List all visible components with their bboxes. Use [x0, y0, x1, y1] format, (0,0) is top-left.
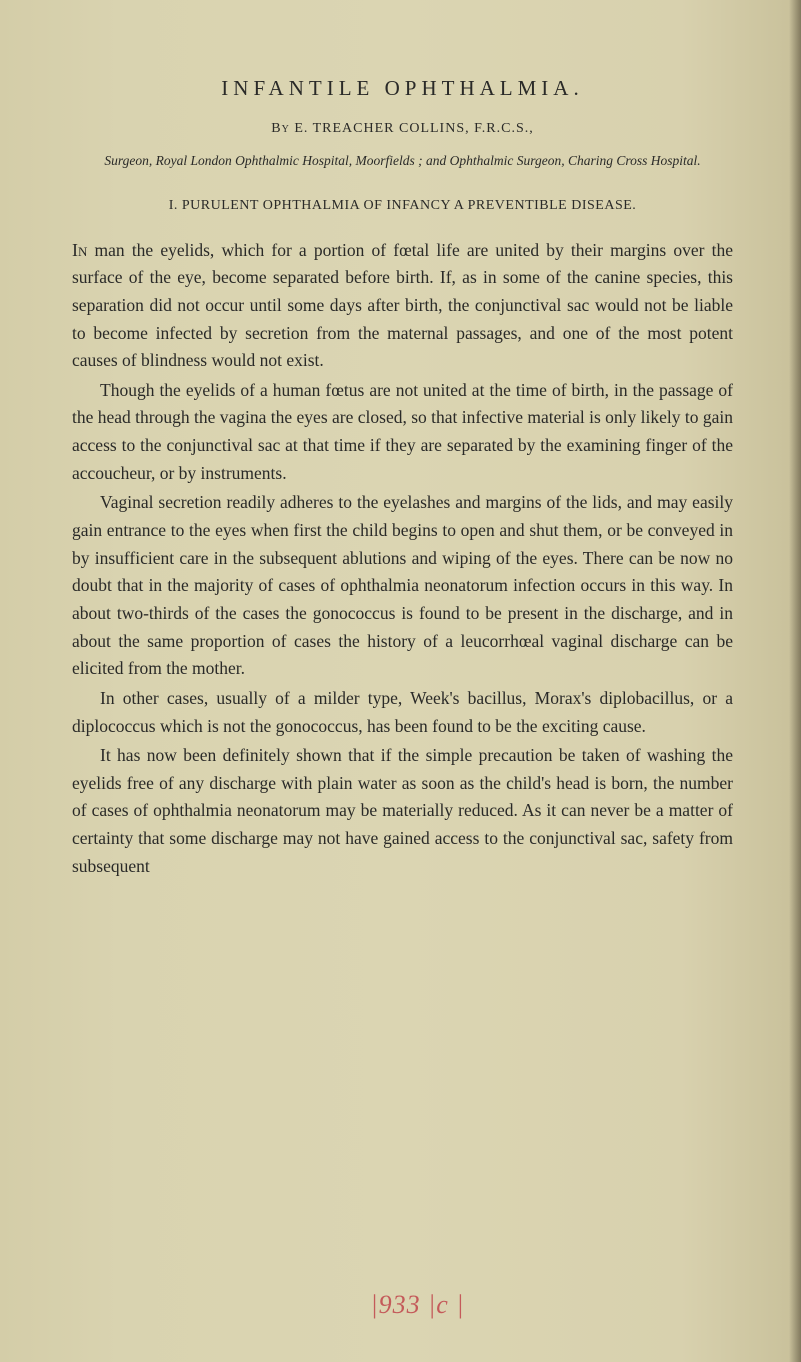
paragraph-text: In other cases, usually of a milder type… [72, 688, 733, 736]
handwritten-shelfmark: |933 |c | [371, 1290, 465, 1320]
author-credentials: Surgeon, Royal London Ophthalmic Hospita… [72, 151, 733, 171]
page-edge-shadow [789, 0, 801, 1362]
section-title: PURULENT OPHTHALMIA OF INFANCY A PREVENT… [182, 198, 636, 213]
paragraph-text: Vaginal secretion readily adheres to the… [72, 492, 733, 678]
paragraph-text: It has now been definitely shown that if… [72, 745, 733, 876]
paragraph-4: In other cases, usually of a milder type… [72, 685, 733, 740]
author-line: By E. TREACHER COLLINS, F.R.C.S., [72, 121, 733, 137]
leading-word: In [72, 240, 87, 260]
section-number: I. [169, 198, 178, 213]
paragraph-2: Though the eyelids of a human fœtus are … [72, 377, 733, 488]
author-prefix: By [271, 121, 294, 136]
paragraph-5: It has now been definitely shown that if… [72, 742, 733, 880]
scanned-page: INFANTILE OPHTHALMIA. By E. TREACHER COL… [72, 76, 733, 1350]
author-name: E. TREACHER COLLINS, F.R.C.S., [294, 121, 533, 136]
paragraph-text: man the eyelids, which for a portion of … [72, 240, 733, 371]
paragraph-3: Vaginal secretion readily adheres to the… [72, 489, 733, 682]
paragraph-text: Though the eyelids of a human fœtus are … [72, 380, 733, 483]
paragraph-1: In man the eyelids, which for a portion … [72, 236, 733, 375]
document-title: INFANTILE OPHTHALMIA. [72, 76, 733, 101]
section-heading: I. PURULENT OPHTHALMIA OF INFANCY A PREV… [72, 195, 733, 217]
